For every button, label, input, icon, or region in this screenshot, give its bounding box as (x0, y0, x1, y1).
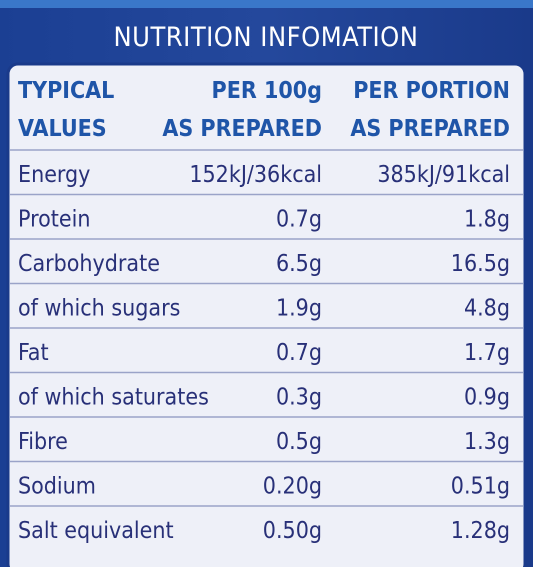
header-cell: AS PREPARED (162, 116, 322, 142)
cell: 152kJ/36kcal (189, 162, 322, 188)
nutrition-table: TYPICAL PER 100g PER PORTION VALUES AS PREPA… (10, 78, 523, 544)
header-cell: PER 100g (212, 78, 322, 104)
cell: 0.5g (276, 429, 322, 455)
cell: of which sugars (18, 296, 180, 322)
cell: of which saturates (18, 385, 209, 411)
cell: 4.8g (464, 296, 510, 322)
cell: Protein (18, 207, 90, 233)
cell: Energy (18, 162, 90, 188)
cell: Salt equivalent (18, 518, 174, 544)
cell: 385kJ/91kcal (377, 162, 510, 188)
cell: 0.51g (451, 474, 510, 500)
cell: 1.3g (464, 429, 510, 455)
cell: Fibre (18, 429, 68, 455)
cell: Sodium (18, 474, 96, 500)
cell: 0.9g (464, 385, 510, 411)
cell: 0.50g (263, 518, 322, 544)
cell: 1.9g (276, 296, 322, 322)
cell: 0.7g (276, 340, 322, 366)
cell: 0.3g (276, 385, 322, 411)
cell: Fat (18, 340, 49, 366)
cell: 1.28g (451, 518, 510, 544)
cell: 16.5g (451, 251, 510, 277)
cell: Carbohydrate (18, 251, 160, 277)
cell: 0.20g (263, 474, 322, 500)
cell: 1.7g (464, 340, 510, 366)
cell: 6.5g (276, 251, 322, 277)
header-cell: VALUES (18, 116, 107, 142)
header-cell: AS PREPARED (350, 116, 510, 142)
top-strip (0, 0, 533, 8)
table-panel (6, 62, 527, 567)
title: NUTRITION INFOMATION (114, 22, 419, 53)
header-cell: PER PORTION (353, 78, 510, 104)
cell: 0.7g (276, 207, 322, 233)
cell: 1.8g (464, 207, 510, 233)
header-cell: TYPICAL (18, 78, 114, 104)
